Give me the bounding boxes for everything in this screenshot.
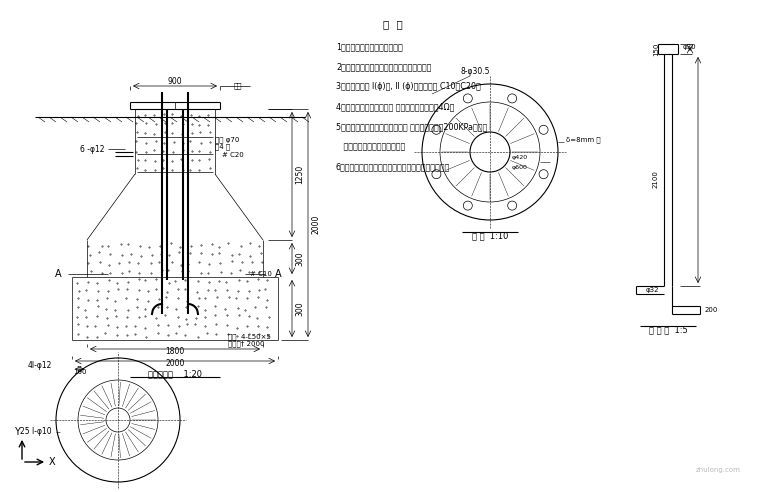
Circle shape [464, 94, 472, 103]
Text: 4、模板除去后保持水平； 接地接地电阔不大于4Ω。: 4、模板除去后保持水平； 接地接地电阔不大于4Ω。 [336, 102, 454, 111]
Text: Y: Y [14, 427, 20, 437]
Circle shape [464, 201, 472, 210]
Circle shape [432, 125, 441, 134]
Text: 900: 900 [168, 78, 182, 87]
Text: A: A [55, 269, 62, 279]
Circle shape [508, 201, 517, 210]
Text: 2、本基础图适用于固定式灯杆，中型灯盘。: 2、本基础图适用于固定式灯杆，中型灯盘。 [336, 62, 432, 71]
Circle shape [508, 94, 517, 103]
Text: 1250: 1250 [296, 165, 305, 184]
Circle shape [539, 125, 548, 134]
Text: φ600: φ600 [512, 165, 528, 171]
Circle shape [539, 170, 548, 179]
Text: 板桩: 板桩 [234, 83, 242, 90]
Text: 锁 栓  1:10: 锁 栓 1:10 [472, 232, 508, 241]
Text: φ30: φ30 [683, 44, 697, 50]
Text: 2100: 2100 [653, 170, 659, 188]
Text: 共4 套: 共4 套 [215, 144, 230, 150]
Text: 200: 200 [705, 307, 718, 313]
Text: 2000: 2000 [166, 360, 185, 369]
Text: 6、基础浇筑混凝土应按照路人行进压实度要求处理。: 6、基础浇筑混凝土应按照路人行进压实度要求处理。 [336, 162, 450, 171]
Text: φ32: φ32 [645, 287, 659, 293]
Text: 4Ⅰ-φ12: 4Ⅰ-φ12 [27, 362, 52, 370]
Text: 1、本图尺寸单位均以毫米计。: 1、本图尺寸单位均以毫米计。 [336, 42, 403, 51]
Text: 角杆  4-L50×5: 角杆 4-L50×5 [228, 334, 271, 340]
Text: 说  明: 说 明 [383, 19, 403, 29]
Text: 5、要求路灯基础置于原状土上， 地基承载力大于200KPa，如遇: 5、要求路灯基础置于原状土上， 地基承载力大于200KPa，如遇 [336, 122, 487, 131]
Text: 本 螺 栓  1:5: 本 螺 栓 1:5 [648, 326, 687, 335]
Text: 300: 300 [296, 301, 305, 316]
Text: A: A [274, 269, 281, 279]
Text: φ420: φ420 [512, 155, 528, 160]
Text: zhulong.com: zhulong.com [695, 467, 740, 473]
Text: 基础侧面图    1:20: 基础侧面图 1:20 [148, 369, 202, 378]
Text: 100: 100 [73, 369, 86, 375]
Text: 插入长† 2000: 插入长† 2000 [228, 340, 264, 347]
Text: X: X [49, 457, 55, 467]
Text: 2000: 2000 [312, 215, 321, 234]
Circle shape [432, 170, 441, 179]
Text: # C20: # C20 [222, 152, 244, 158]
Text: 6 -φ12: 6 -φ12 [81, 145, 105, 154]
Text: 300: 300 [296, 251, 305, 266]
Text: 1800: 1800 [166, 347, 185, 357]
Text: 疆筋 φ70: 疆筋 φ70 [215, 137, 239, 143]
Text: 不良地质土应进行安全处理。: 不良地质土应进行安全处理。 [336, 142, 405, 151]
Text: 3、材料：钔筋 I(ϕ)级, II (ϕ)级；混凝土 C10、C20。: 3、材料：钔筋 I(ϕ)级, II (ϕ)级；混凝土 C10、C20。 [336, 82, 481, 91]
Text: δ=8mm 桶: δ=8mm 桶 [566, 137, 600, 143]
Text: 8-φ30.5: 8-φ30.5 [461, 67, 489, 76]
Text: 25 Ⅰ-φ10: 25 Ⅰ-φ10 [21, 428, 52, 436]
Text: 150: 150 [653, 42, 659, 56]
Text: # C10: # C10 [250, 271, 272, 277]
